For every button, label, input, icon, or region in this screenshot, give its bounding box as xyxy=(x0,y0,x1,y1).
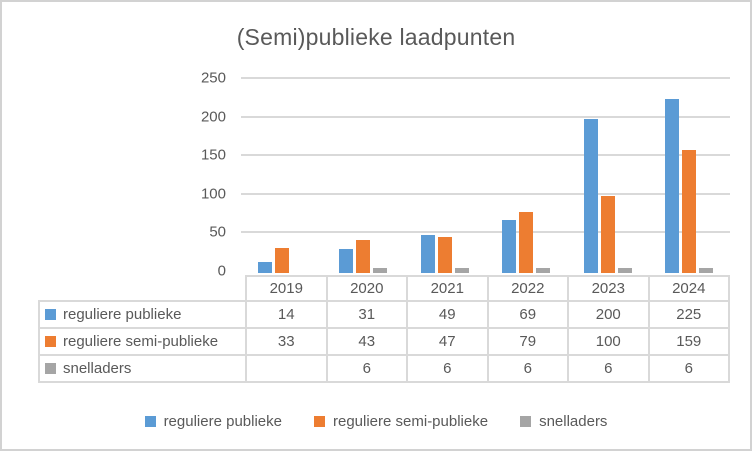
chart-title: (Semi)publieke laadpunten xyxy=(236,24,516,50)
table-value-snelladers-2021: 6 xyxy=(406,354,489,383)
table-value-reguliere-publieke-2024: 225 xyxy=(647,300,730,329)
bar-reguliere-publieke-2019 xyxy=(257,262,272,273)
bar-reguliere-publieke-2021 xyxy=(420,235,435,273)
table-year-2021: 2021 xyxy=(406,275,489,302)
table-value-reguliere-semi-publieke-2023: 100 xyxy=(567,327,650,356)
table-year-2019: 2019 xyxy=(245,275,328,302)
table-row-snelladers: snelladers 6 6 6 6 6 xyxy=(38,354,730,383)
legend: reguliere publieke reguliere semi-publiek… xyxy=(2,405,750,437)
table-value-reguliere-publieke-2021: 49 xyxy=(406,300,489,329)
y-axis: 0 50 100 150 200 250 xyxy=(160,70,226,280)
legend-swatch-reguliere-publieke xyxy=(144,415,156,427)
series-swatch-snelladers xyxy=(45,363,56,374)
table-value-reguliere-publieke-2020: 31 xyxy=(325,300,408,329)
bar-group-2020 xyxy=(323,78,405,273)
table-value-snelladers-2019 xyxy=(245,354,328,383)
table-value-snelladers-2024: 6 xyxy=(647,354,730,383)
bar-snelladers-2020 xyxy=(373,268,388,273)
gridline-100 xyxy=(241,192,730,195)
bar-reguliere-publieke-2022 xyxy=(502,219,517,273)
series-swatch-reguliere-publieke xyxy=(45,309,56,320)
legend-swatch-snelladers xyxy=(520,415,532,427)
table-value-reguliere-publieke-2023: 200 xyxy=(567,300,650,329)
series-name: reguliere publieke xyxy=(63,306,182,323)
legend-swatch-reguliere-semi-publieke xyxy=(313,415,325,427)
table-series-label-reguliere-semi-publieke: reguliere semi-publieke xyxy=(38,327,247,356)
y-tick-label-250: 250 xyxy=(200,69,226,87)
data-table: 2019 2020 2021 2022 2023 2024 reguliere publie… xyxy=(38,275,730,383)
table-value-reguliere-semi-publieke-2024: 159 xyxy=(647,327,730,356)
gridline-200 xyxy=(241,115,730,118)
table-value-reguliere-publieke-2019: 14 xyxy=(245,300,328,329)
table-value-reguliere-semi-publieke-2019: 33 xyxy=(245,327,328,356)
gridline-250 xyxy=(241,77,730,79)
table-series-label-reguliere-publieke: reguliere publieke xyxy=(38,300,247,329)
table-year-2020: 2020 xyxy=(325,275,408,302)
bar-group-2022 xyxy=(486,78,568,273)
table-corner-cell xyxy=(39,276,246,301)
bar-group-2023 xyxy=(567,78,649,273)
data-table-body: 2019 2020 2021 2022 2023 2024 reguliere publie… xyxy=(38,275,730,383)
table-row-reguliere-publieke: reguliere publieke 14 31 49 69 200 225 xyxy=(38,300,730,329)
bar-reguliere-publieke-2020 xyxy=(339,249,354,273)
table-value-reguliere-semi-publieke-2022: 79 xyxy=(486,327,569,356)
bar-reguliere-publieke-2024 xyxy=(665,99,680,273)
legend-item-reguliere-publieke: reguliere publieke xyxy=(144,412,282,430)
legend-item-reguliere-semi-publieke: reguliere semi-publieke xyxy=(313,412,489,430)
legend-label: reguliere semi-publieke xyxy=(332,412,489,430)
bar-snelladers-2022 xyxy=(536,268,551,273)
table-row-reguliere-semi-publieke: reguliere semi-publieke 33 43 47 79 100 159 xyxy=(38,327,730,356)
series-name: snelladers xyxy=(63,360,132,377)
table-value-snelladers-2023: 6 xyxy=(567,354,650,383)
table-value-reguliere-publieke-2022: 69 xyxy=(486,300,569,329)
series-swatch-reguliere-semi-publieke xyxy=(45,336,56,347)
bar-snelladers-2023 xyxy=(617,268,632,273)
plot-bars xyxy=(241,78,730,273)
bar-reguliere-semi-publieke-2022 xyxy=(519,212,534,273)
legend-item-snelladers: snelladers xyxy=(520,413,607,430)
table-value-snelladers-2022: 6 xyxy=(486,354,569,383)
table-year-2022: 2022 xyxy=(486,275,569,302)
legend-label: reguliere publieke xyxy=(163,412,282,430)
bar-group-2024 xyxy=(649,78,731,273)
y-tick-label-0: 0 xyxy=(217,262,226,280)
y-tick-label-200: 200 xyxy=(200,108,226,126)
bar-group-2021 xyxy=(404,78,486,273)
bar-snelladers-2024 xyxy=(699,268,714,273)
table-value-snelladers-2020: 6 xyxy=(325,354,408,383)
gridline-50 xyxy=(241,231,730,234)
table-year-2023: 2023 xyxy=(567,275,650,302)
series-name: reguliere semi-publieke xyxy=(63,333,219,350)
bar-snelladers-2021 xyxy=(454,268,469,273)
bar-reguliere-semi-publieke-2023 xyxy=(600,195,615,273)
bar-group-2019 xyxy=(241,78,323,273)
table-header-row: 2019 2020 2021 2022 2023 2024 xyxy=(39,275,730,302)
bar-reguliere-publieke-2023 xyxy=(583,118,598,273)
bar-reguliere-semi-publieke-2019 xyxy=(274,247,289,273)
gridline-150 xyxy=(241,154,730,157)
table-year-2024: 2024 xyxy=(647,275,730,302)
bar-reguliere-semi-publieke-2020 xyxy=(356,239,371,273)
table-value-reguliere-semi-publieke-2020: 43 xyxy=(325,327,408,356)
bar-reguliere-semi-publieke-2021 xyxy=(437,236,452,273)
legend-label: snelladers xyxy=(539,412,608,430)
table-series-label-snelladers: snelladers xyxy=(38,354,247,383)
y-tick-label-150: 150 xyxy=(200,146,226,164)
bar-reguliere-semi-publieke-2024 xyxy=(682,150,697,273)
plot-area xyxy=(241,77,730,273)
y-tick-label-50: 50 xyxy=(209,223,226,241)
y-tick-label-100: 100 xyxy=(200,185,226,203)
table-value-reguliere-semi-publieke-2021: 47 xyxy=(406,327,489,356)
